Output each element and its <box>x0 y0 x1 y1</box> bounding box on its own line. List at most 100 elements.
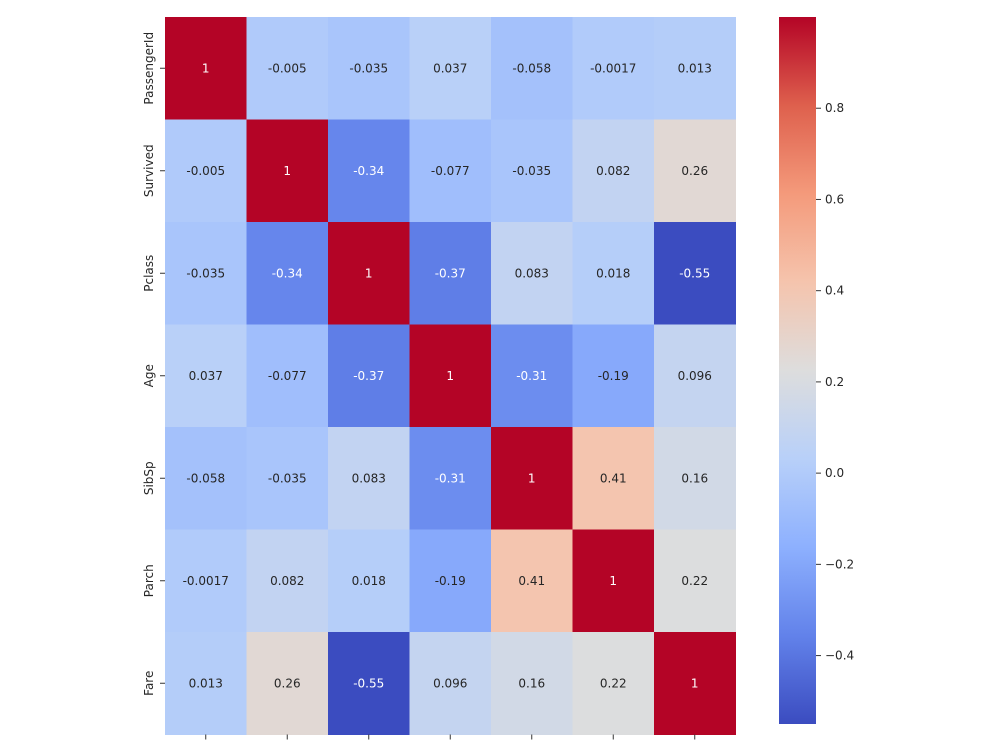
heatmap-cell <box>572 632 655 735</box>
cell-value-label: 0.096 <box>433 676 467 690</box>
heatmap-cell <box>409 119 492 223</box>
cell-value-label: 0.096 <box>678 369 712 383</box>
cell-value-label: -0.058 <box>512 61 551 75</box>
heatmap-cell <box>328 427 410 530</box>
cell-value-label: -0.035 <box>512 164 551 178</box>
cell-value-label: 0.037 <box>189 369 223 383</box>
row-label: Survived <box>142 144 156 197</box>
cell-value-label: -0.37 <box>435 266 466 280</box>
cell-value-label: 0.018 <box>596 266 630 280</box>
cell-value-label: -0.19 <box>435 574 466 588</box>
cell-value-label: 1 <box>609 574 617 588</box>
cell-value-label: 0.41 <box>518 574 545 588</box>
cell-value-label: -0.035 <box>268 471 307 485</box>
heatmap-cell <box>409 222 492 325</box>
cell-value-label: -0.0017 <box>183 574 229 588</box>
cell-value-label: 1 <box>202 61 210 75</box>
heatmap-cell <box>572 529 655 633</box>
heatmap-cell <box>654 119 736 223</box>
heatmap-cell <box>409 529 492 633</box>
cell-value-label: 0.083 <box>352 471 386 485</box>
heatmap-cell <box>491 17 573 120</box>
row-label: Age <box>142 364 156 387</box>
cell-value-label: -0.077 <box>431 164 470 178</box>
cell-value-label: -0.0017 <box>590 61 636 75</box>
heatmap-cell <box>328 119 410 223</box>
cell-value-label: -0.31 <box>516 369 547 383</box>
heatmap-cell <box>165 324 247 428</box>
cell-value-label: -0.077 <box>268 369 307 383</box>
cell-value-label: 0.26 <box>274 676 301 690</box>
row-label: Parch <box>142 564 156 597</box>
heatmap-cell <box>409 427 492 530</box>
heatmap-cell <box>491 324 573 428</box>
heatmap-cell <box>165 222 247 325</box>
cell-value-label: -0.55 <box>679 266 710 280</box>
heatmap-cell <box>165 632 247 735</box>
heatmap-cell <box>572 119 655 223</box>
colorbar <box>779 17 816 724</box>
heatmap-cell <box>165 427 247 530</box>
heatmap-cell <box>328 222 410 325</box>
heatmap-cell <box>409 632 492 735</box>
heatmap-cell <box>491 222 573 325</box>
cell-value-label: 0.083 <box>515 266 549 280</box>
heatmap-cell <box>654 324 736 428</box>
row-label: PassengerId <box>142 32 156 105</box>
heatmap-cell <box>654 529 736 633</box>
heatmap-cell <box>491 427 573 530</box>
heatmap-cell <box>246 529 329 633</box>
heatmap-cell <box>654 632 736 735</box>
cell-value-label: -0.31 <box>435 471 466 485</box>
cell-value-label: 1 <box>283 164 291 178</box>
cell-value-label: 0.013 <box>678 61 712 75</box>
cell-value-label: -0.55 <box>353 676 384 690</box>
cell-value-label: 1 <box>446 369 454 383</box>
cell-value-label: -0.37 <box>353 369 384 383</box>
colorbar-tick-label: −0.2 <box>825 557 854 571</box>
cell-value-label: 0.037 <box>433 61 467 75</box>
cell-value-label: 1 <box>365 266 373 280</box>
colorbar-tick-label: 0.4 <box>825 284 844 298</box>
cell-value-label: -0.34 <box>353 164 384 178</box>
cell-value-label: 0.16 <box>518 676 545 690</box>
colorbar-tick-label: 0.8 <box>825 101 844 115</box>
cell-value-label: -0.035 <box>186 266 225 280</box>
heatmap-cell <box>409 17 492 120</box>
heatmap-cell <box>246 427 329 530</box>
cell-value-label: -0.035 <box>349 61 388 75</box>
heatmap-cell <box>654 222 736 325</box>
heatmap-cell <box>328 17 410 120</box>
cell-value-label: -0.005 <box>186 164 225 178</box>
heatmap-cell <box>165 119 247 223</box>
heatmap-cell <box>246 632 329 735</box>
heatmap-cell <box>572 17 655 120</box>
heatmap-cell <box>409 324 492 428</box>
cell-value-label: 1 <box>528 471 536 485</box>
row-label: Fare <box>142 671 156 696</box>
cell-value-label: -0.19 <box>598 369 629 383</box>
heatmap-cell <box>491 632 573 735</box>
heatmap-cell <box>246 119 329 223</box>
cell-value-label: 0.082 <box>270 574 304 588</box>
cell-value-label: 0.22 <box>600 676 627 690</box>
cell-value-label: -0.058 <box>186 471 225 485</box>
heatmap-cell <box>246 324 329 428</box>
heatmap-cell <box>572 324 655 428</box>
heatmap-cell <box>654 17 736 120</box>
heatmap-cell <box>165 17 247 120</box>
row-label: Pclass <box>142 255 156 292</box>
row-label: SibSp <box>142 461 156 495</box>
cell-value-label: 0.26 <box>681 164 708 178</box>
cell-value-label: 0.16 <box>681 471 708 485</box>
colorbar-tick-label: 0.2 <box>825 375 844 389</box>
heatmap-cell <box>165 529 247 633</box>
colorbar-tick-label: 0.0 <box>825 466 844 480</box>
cell-value-label: -0.34 <box>272 266 303 280</box>
cell-value-label: 0.013 <box>189 676 223 690</box>
heatmap-cell <box>328 632 410 735</box>
cell-value-label: 0.082 <box>596 164 630 178</box>
cell-value-label: 1 <box>691 676 699 690</box>
